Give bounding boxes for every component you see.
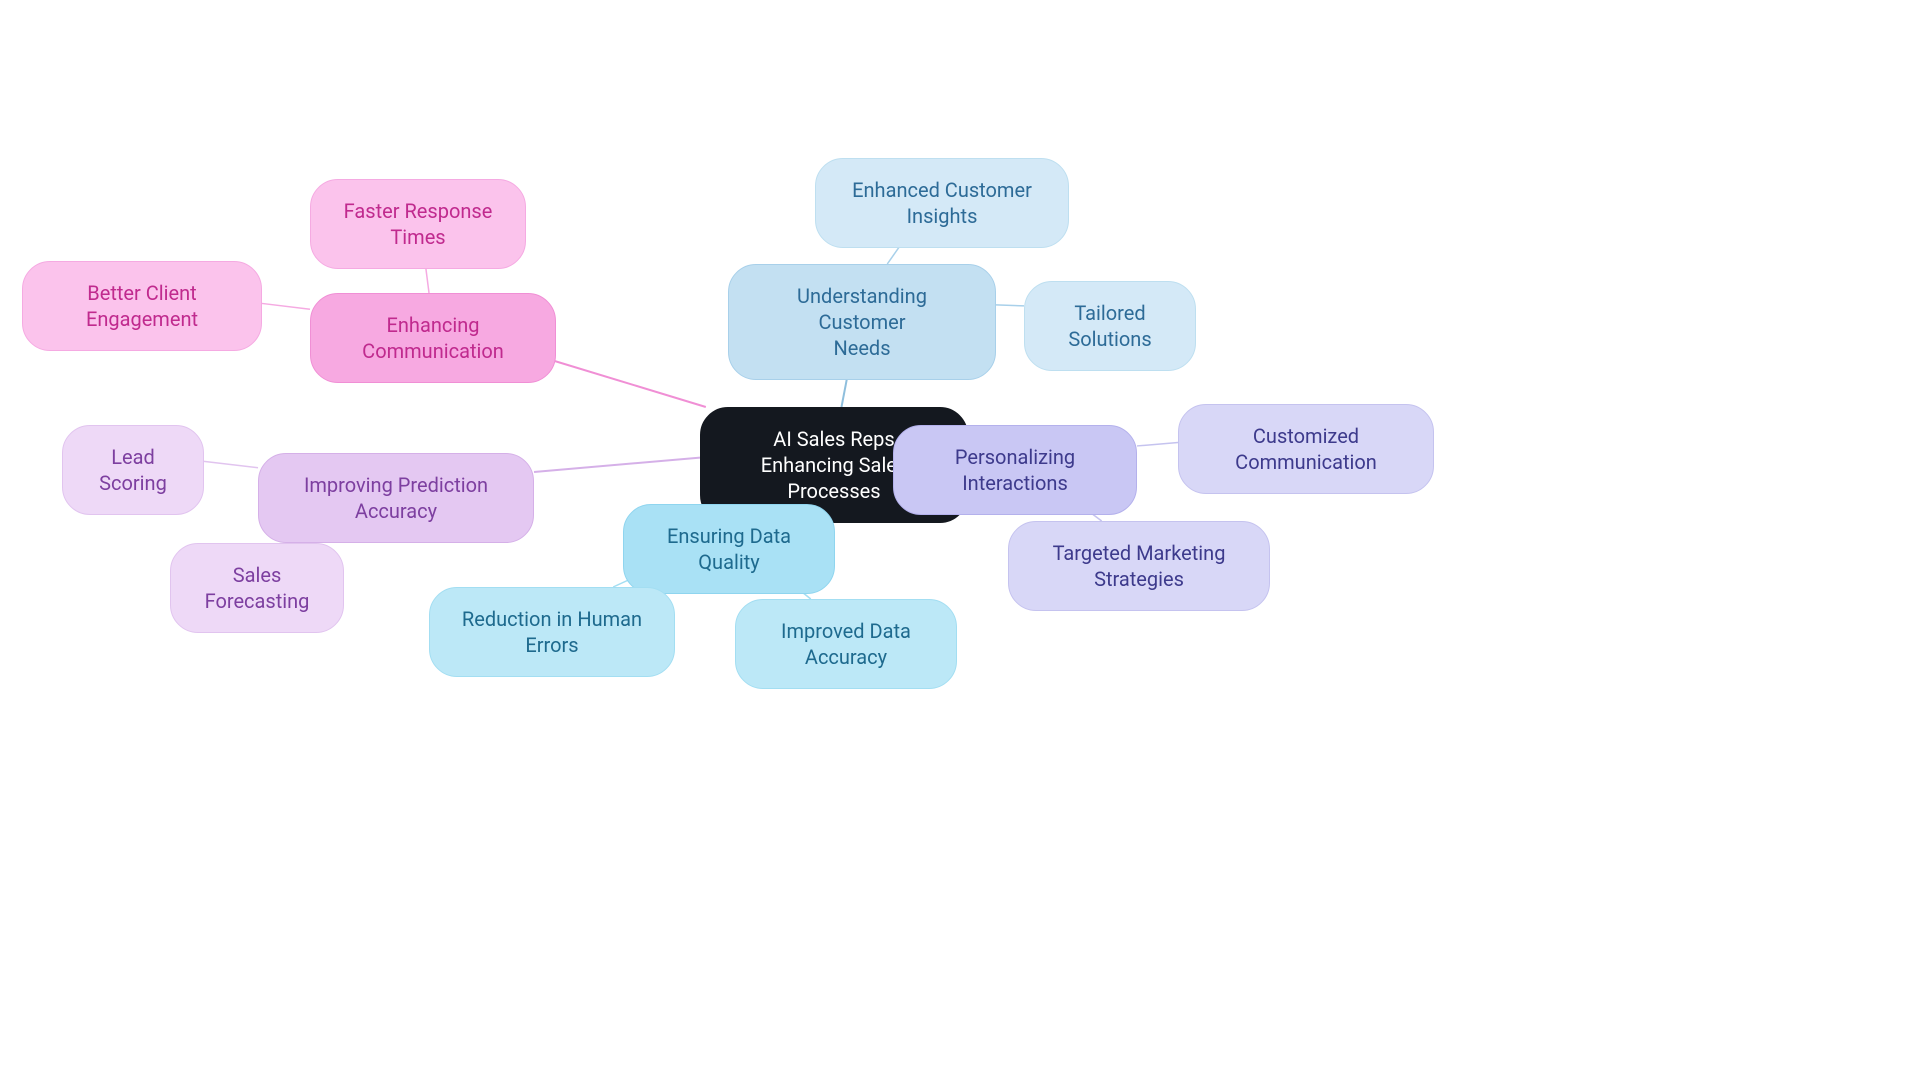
- node-label: Ensuring Data Quality: [652, 523, 806, 575]
- node-label: Enhancing Communication: [339, 312, 527, 364]
- node-engagement: Better Client Engagement: [22, 261, 262, 351]
- node-personal: Personalizing Interactions: [893, 425, 1137, 515]
- mindmap-canvas: AI Sales Reps Enhancing Sales ProcessesU…: [0, 0, 1920, 1083]
- node-targeted: Targeted Marketing Strategies: [1008, 521, 1270, 611]
- node-dataquality: Ensuring Data Quality: [623, 504, 835, 594]
- node-faster: Faster Response Times: [310, 179, 526, 269]
- node-accuracy: Improved Data Accuracy: [735, 599, 957, 689]
- node-insights: Enhanced Customer Insights: [815, 158, 1069, 248]
- node-errors: Reduction in Human Errors: [429, 587, 675, 677]
- node-prediction: Improving Prediction Accuracy: [258, 453, 534, 543]
- node-comm: Enhancing Communication: [310, 293, 556, 383]
- edge-understand-tailored: [996, 305, 1024, 306]
- node-label: Customized Communication: [1207, 423, 1405, 475]
- node-label: Sales Forecasting: [199, 562, 315, 614]
- edge-prediction-leadscoring: [204, 461, 258, 467]
- node-label: Enhanced Customer Insights: [844, 177, 1040, 229]
- node-label: Better Client Engagement: [51, 280, 233, 332]
- node-label: Lead Scoring: [91, 444, 175, 496]
- node-label: Tailored Solutions: [1053, 300, 1167, 352]
- edge-center-prediction: [534, 458, 700, 472]
- node-label: Reduction in Human Errors: [458, 606, 646, 658]
- node-label: Understanding Customer Needs: [757, 283, 967, 361]
- node-tailored: Tailored Solutions: [1024, 281, 1196, 371]
- node-label: Personalizing Interactions: [922, 444, 1108, 496]
- edge-personal-customcomm: [1137, 443, 1178, 446]
- edge-center-comm: [535, 355, 706, 407]
- node-label: Targeted Marketing Strategies: [1037, 540, 1241, 592]
- node-label: Improving Prediction Accuracy: [287, 472, 505, 524]
- edge-comm-engagement: [262, 303, 310, 309]
- node-forecasting: Sales Forecasting: [170, 543, 344, 633]
- node-understand: Understanding Customer Needs: [728, 264, 996, 380]
- node-leadscoring: Lead Scoring: [62, 425, 204, 515]
- node-label: Improved Data Accuracy: [764, 618, 928, 670]
- node-customcomm: Customized Communication: [1178, 404, 1434, 494]
- node-label: Faster Response Times: [339, 198, 497, 250]
